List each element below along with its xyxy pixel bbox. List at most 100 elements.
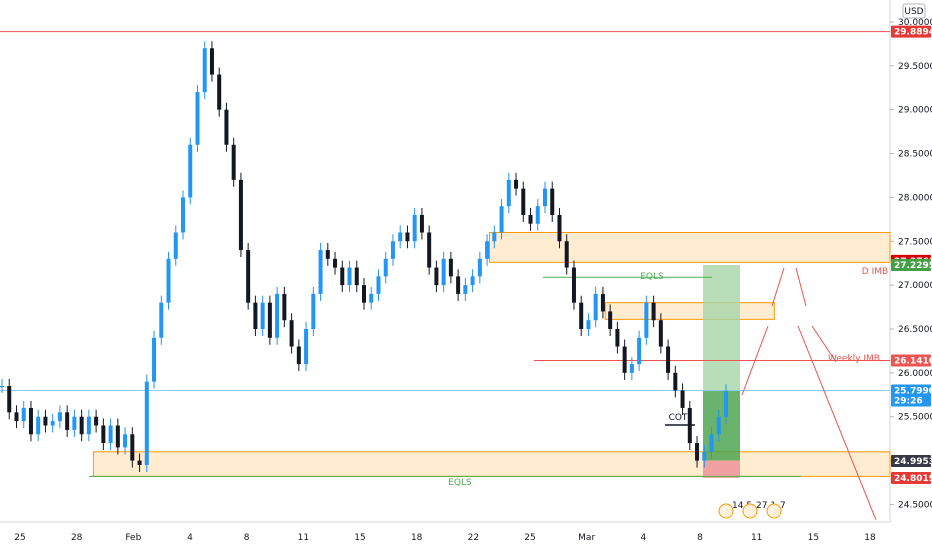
candle-body — [72, 416, 77, 430]
candle-body — [282, 293, 287, 321]
candle-body — [456, 276, 461, 294]
candle-body — [543, 188, 547, 207]
y-tick-label: 26.00000 — [898, 369, 932, 379]
x-tick-label: 18 — [864, 533, 876, 543]
event-icon[interactable] — [718, 503, 734, 519]
price-tag — [891, 454, 931, 467]
imbalance-zone — [92, 451, 891, 477]
candle-body — [362, 285, 366, 303]
candle-body — [644, 302, 649, 338]
x-tick-label: 4 — [187, 533, 193, 543]
candle-body — [253, 302, 258, 329]
projection-arrow — [811, 325, 837, 363]
event-value: 7 — [780, 501, 786, 511]
candle-body — [340, 267, 345, 286]
imbalance-zone — [604, 302, 775, 320]
candle-body — [238, 179, 243, 251]
candle-body — [506, 179, 511, 207]
annotation-label: D IMB — [862, 267, 888, 277]
event-icon[interactable] — [766, 503, 782, 519]
candle-body — [202, 48, 207, 93]
candle-body — [608, 311, 613, 329]
candle-body — [14, 412, 19, 422]
candle-body — [383, 258, 388, 277]
candle-body — [94, 416, 99, 426]
candle-body — [557, 214, 562, 242]
candle-body — [651, 302, 656, 321]
candle-body — [108, 425, 113, 444]
candle-body — [695, 443, 700, 461]
candle-body — [470, 276, 475, 286]
candle-body — [666, 346, 671, 373]
candle-body — [304, 328, 309, 365]
candle-body — [50, 421, 55, 426]
projection-arrow — [771, 267, 785, 307]
x-tick-label: 11 — [751, 533, 762, 543]
candle-body — [528, 214, 533, 224]
candle-body — [224, 109, 229, 145]
candle-body — [195, 92, 200, 145]
candle-body — [593, 293, 598, 321]
candle-body — [65, 412, 70, 430]
candle-body — [137, 460, 142, 465]
price-tag — [891, 25, 931, 38]
candle-body — [296, 346, 301, 365]
candle-body — [586, 320, 591, 329]
x-tick-label: 25 — [524, 533, 535, 543]
candle-body — [79, 416, 84, 435]
event-icon[interactable] — [742, 503, 758, 519]
candle-body — [246, 250, 251, 303]
candle-body — [463, 285, 468, 294]
x-tick-label: 18 — [411, 533, 423, 543]
price-tag — [891, 471, 931, 484]
candle-body — [571, 267, 576, 303]
candle-body — [354, 267, 359, 286]
candle-body — [629, 364, 634, 373]
y-tick-label: 27.50000 — [898, 237, 932, 247]
x-tick-label: 15 — [808, 533, 819, 543]
event-value: 27.1 — [756, 501, 776, 511]
y-tick-label: 30.00000 — [898, 18, 932, 28]
candle-body — [21, 407, 26, 422]
candle-body — [492, 232, 497, 242]
x-tick-label: Mar — [578, 533, 595, 543]
candle-body — [260, 302, 265, 329]
candle-body — [209, 48, 214, 75]
annotation-label: Weekly IMB — [828, 354, 880, 364]
event-value: 14.5 — [732, 501, 752, 511]
candle-body — [427, 232, 432, 268]
x-tick-label: 8 — [697, 533, 703, 543]
candle-body — [231, 144, 236, 180]
annotation-label: COT — [669, 413, 688, 423]
candle-body — [159, 302, 164, 338]
price-tag-label: 24.80195 — [894, 474, 932, 484]
projection-arrow — [795, 267, 807, 307]
candle-body — [217, 74, 222, 110]
x-tick-label: 22 — [468, 533, 479, 543]
x-tick-label: 11 — [298, 533, 309, 543]
candle-body — [724, 391, 728, 417]
currency-badge[interactable] — [902, 3, 926, 19]
y-tick-label: 29.50000 — [898, 62, 932, 72]
price-tag-label: 25.79900 — [894, 386, 932, 396]
candle-body — [144, 381, 149, 465]
candle-body — [434, 267, 439, 286]
candle-body — [390, 241, 395, 259]
candle-body — [7, 386, 12, 413]
position-stop-zone — [703, 460, 740, 478]
candle-body — [57, 412, 62, 422]
candle-body — [615, 328, 620, 347]
candle-body — [36, 416, 41, 435]
candle-body — [166, 258, 171, 303]
candle-body — [398, 232, 403, 242]
candle-body — [101, 425, 106, 444]
candle-body — [716, 416, 721, 435]
y-tick-label: 29.00000 — [898, 106, 932, 116]
candle-body — [267, 302, 272, 338]
y-tick-label: 27.00000 — [898, 281, 932, 291]
currency-label: USD — [904, 7, 923, 17]
candle-body — [333, 258, 338, 268]
price-tag-label: 26.14100 — [894, 356, 932, 366]
candle-body — [673, 372, 678, 391]
